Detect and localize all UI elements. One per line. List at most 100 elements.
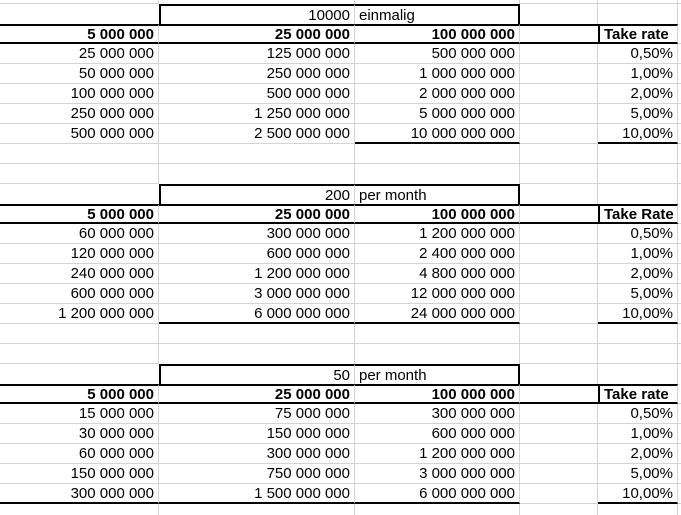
- header-cell[interactable]: 25 000 000: [159, 384, 355, 404]
- empty-cell[interactable]: [520, 284, 598, 304]
- empty-cell[interactable]: [355, 144, 520, 164]
- value-cell[interactable]: 60 000 000: [0, 224, 159, 244]
- value-cell[interactable]: 6 000 000 000: [355, 484, 520, 504]
- take-rate-cell[interactable]: 10,00%: [598, 124, 678, 144]
- empty-cell[interactable]: [598, 504, 678, 515]
- value-cell[interactable]: 100 000 000: [0, 84, 159, 104]
- empty-cell[interactable]: [598, 344, 678, 364]
- value-cell[interactable]: 600 000 000: [0, 284, 159, 304]
- empty-cell[interactable]: [355, 0, 520, 4]
- table-title-label-cell[interactable]: einmalig: [355, 4, 520, 24]
- header-cell[interactable]: 5 000 000: [0, 204, 159, 224]
- empty-cell[interactable]: [159, 324, 355, 344]
- empty-cell[interactable]: [355, 344, 520, 364]
- value-cell[interactable]: 1 200 000 000: [355, 224, 520, 244]
- empty-cell[interactable]: [520, 404, 598, 424]
- empty-cell[interactable]: [0, 184, 159, 204]
- value-cell[interactable]: 1 200 000 000: [355, 444, 520, 464]
- take-rate-cell[interactable]: 1,00%: [598, 424, 678, 444]
- empty-cell[interactable]: [520, 484, 598, 504]
- empty-cell[interactable]: [598, 184, 678, 204]
- empty-cell[interactable]: [159, 504, 355, 515]
- value-cell[interactable]: 1 200 000 000: [0, 304, 159, 324]
- empty-cell[interactable]: [0, 324, 159, 344]
- value-cell[interactable]: 1 000 000 000: [355, 64, 520, 84]
- take-rate-cell[interactable]: 2,00%: [598, 444, 678, 464]
- value-cell[interactable]: 12 000 000 000: [355, 284, 520, 304]
- empty-cell[interactable]: [355, 164, 520, 184]
- header-cell[interactable]: 100 000 000: [355, 204, 520, 224]
- header-cell[interactable]: 25 000 000: [159, 24, 355, 44]
- take-rate-cell[interactable]: 10,00%: [598, 304, 678, 324]
- take-rate-cell[interactable]: 5,00%: [598, 104, 678, 124]
- header-cell[interactable]: 100 000 000: [355, 24, 520, 44]
- value-cell[interactable]: 600 000 000: [159, 244, 355, 264]
- empty-cell[interactable]: [520, 84, 598, 104]
- empty-cell[interactable]: [159, 164, 355, 184]
- table-title-value-cell[interactable]: 200: [159, 184, 355, 204]
- take-rate-cell[interactable]: 1,00%: [598, 244, 678, 264]
- value-cell[interactable]: 75 000 000: [159, 404, 355, 424]
- empty-cell[interactable]: [520, 204, 598, 224]
- empty-cell[interactable]: [520, 384, 598, 404]
- take-rate-header-cell[interactable]: Take Rate: [598, 204, 678, 224]
- value-cell[interactable]: 4 800 000 000: [355, 264, 520, 284]
- empty-cell[interactable]: [355, 324, 520, 344]
- take-rate-header-cell[interactable]: Take rate: [598, 24, 678, 44]
- value-cell[interactable]: 150 000 000: [0, 464, 159, 484]
- value-cell[interactable]: 2 000 000 000: [355, 84, 520, 104]
- empty-cell[interactable]: [520, 224, 598, 244]
- value-cell[interactable]: 500 000 000: [0, 124, 159, 144]
- value-cell[interactable]: 1 500 000 000: [159, 484, 355, 504]
- table-title-label-cell[interactable]: per month: [355, 184, 520, 204]
- value-cell[interactable]: 125 000 000: [159, 44, 355, 64]
- take-rate-cell[interactable]: 5,00%: [598, 464, 678, 484]
- value-cell[interactable]: 600 000 000: [355, 424, 520, 444]
- empty-cell[interactable]: [520, 424, 598, 444]
- value-cell[interactable]: 1 250 000 000: [159, 104, 355, 124]
- value-cell[interactable]: 3 000 000 000: [355, 464, 520, 484]
- empty-cell[interactable]: [598, 144, 678, 164]
- empty-cell[interactable]: [159, 0, 355, 4]
- empty-cell[interactable]: [598, 0, 678, 4]
- value-cell[interactable]: 15 000 000: [0, 404, 159, 424]
- value-cell[interactable]: 24 000 000 000: [355, 304, 520, 324]
- empty-cell[interactable]: [520, 304, 598, 324]
- empty-cell[interactable]: [598, 164, 678, 184]
- empty-cell[interactable]: [520, 4, 598, 24]
- empty-cell[interactable]: [0, 164, 159, 184]
- empty-cell[interactable]: [520, 324, 598, 344]
- value-cell[interactable]: 1 200 000 000: [159, 264, 355, 284]
- empty-cell[interactable]: [0, 144, 159, 164]
- empty-cell[interactable]: [520, 504, 598, 515]
- empty-cell[interactable]: [0, 0, 159, 4]
- take-rate-cell[interactable]: 5,00%: [598, 284, 678, 304]
- header-cell[interactable]: 100 000 000: [355, 384, 520, 404]
- value-cell[interactable]: 150 000 000: [159, 424, 355, 444]
- table-title-value-cell[interactable]: 50: [159, 364, 355, 384]
- empty-cell[interactable]: [159, 344, 355, 364]
- empty-cell[interactable]: [0, 364, 159, 384]
- empty-cell[interactable]: [520, 24, 598, 44]
- take-rate-cell[interactable]: 0,50%: [598, 44, 678, 64]
- empty-cell[interactable]: [520, 164, 598, 184]
- value-cell[interactable]: 5 000 000 000: [355, 104, 520, 124]
- header-cell[interactable]: 5 000 000: [0, 24, 159, 44]
- value-cell[interactable]: 240 000 000: [0, 264, 159, 284]
- value-cell[interactable]: 300 000 000: [159, 224, 355, 244]
- empty-cell[interactable]: [520, 444, 598, 464]
- value-cell[interactable]: 25 000 000: [0, 44, 159, 64]
- value-cell[interactable]: 500 000 000: [355, 44, 520, 64]
- value-cell[interactable]: 60 000 000: [0, 444, 159, 464]
- empty-cell[interactable]: [0, 504, 159, 515]
- take-rate-cell[interactable]: 10,00%: [598, 484, 678, 504]
- value-cell[interactable]: 500 000 000: [159, 84, 355, 104]
- empty-cell[interactable]: [520, 184, 598, 204]
- value-cell[interactable]: 120 000 000: [0, 244, 159, 264]
- empty-cell[interactable]: [159, 144, 355, 164]
- empty-cell[interactable]: [520, 0, 598, 4]
- take-rate-cell[interactable]: 2,00%: [598, 264, 678, 284]
- value-cell[interactable]: 750 000 000: [159, 464, 355, 484]
- value-cell[interactable]: 2 500 000 000: [159, 124, 355, 144]
- empty-cell[interactable]: [355, 504, 520, 515]
